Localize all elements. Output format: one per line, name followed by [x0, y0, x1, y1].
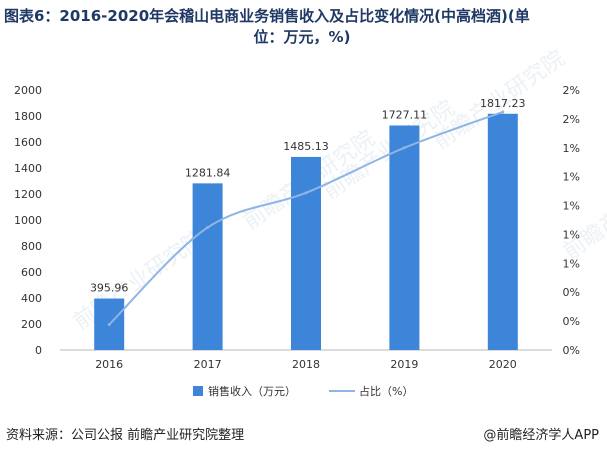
bar-value-label: 1817.23: [480, 97, 526, 110]
bar-2017: [192, 183, 223, 350]
line-point-2018: [304, 191, 308, 195]
left-axis-tick-label: 800: [21, 240, 42, 253]
bar-value-label: 1281.84: [185, 166, 231, 179]
left-axis-tick-label: 1200: [14, 188, 42, 201]
legend-label-revenue: 销售收入（万元）: [208, 384, 296, 398]
right-axis-tick-label: 2%: [563, 113, 580, 126]
right-axis-tick-label: 1%: [563, 171, 580, 184]
title-line-2: 位：万元，%): [253, 28, 351, 46]
left-axis-tick-label: 1600: [14, 136, 42, 149]
left-axis-tick-label: 0: [35, 344, 42, 357]
title-line-1: 图表6：2016-2020年会稽山电商业务销售收入及占比变化情况(中高档酒)(单: [4, 7, 530, 25]
x-tick-label: 2019: [390, 358, 418, 371]
legend-label-share: 占比（%）: [359, 384, 413, 398]
right-axis-tick-label: 1%: [563, 142, 580, 155]
right-axis-tick-label: 1%: [563, 228, 580, 241]
x-tick-label: 2017: [194, 358, 222, 371]
bar-2019: [389, 125, 420, 350]
x-tick-label: 2016: [95, 358, 123, 371]
left-axis-tick-label: 1000: [14, 214, 42, 227]
left-axis-tick-label: 2000: [14, 84, 42, 97]
brand-credit: @前瞻经济学人APP: [483, 428, 599, 443]
left-axis-tick-label: 600: [21, 266, 42, 279]
x-tick-label: 2020: [489, 358, 517, 371]
left-axis-tick-label: 1800: [14, 110, 42, 123]
bar-2018: [291, 156, 321, 350]
line-point-2016: [107, 323, 111, 327]
legend-swatch-bar: [193, 386, 203, 396]
right-axis-tick-label: 0%: [563, 344, 580, 357]
line-point-2019: [402, 146, 406, 150]
right-axis-tick-label: 2%: [563, 84, 580, 97]
right-axis-tick-label: 0%: [563, 315, 580, 328]
chart-title: 图表6：2016-2020年会稽山电商业务销售收入及占比变化情况(中高档酒)(单…: [4, 6, 600, 48]
bar-value-label: 1727.11: [382, 108, 428, 121]
right-axis-tick-label: 0%: [563, 286, 580, 299]
bar-2020: [487, 113, 518, 350]
left-axis-tick-label: 400: [21, 292, 42, 305]
line-point-2020: [501, 110, 505, 114]
left-axis-tick-label: 200: [21, 318, 42, 331]
x-tick-label: 2018: [292, 358, 320, 371]
right-axis-tick-label: 1%: [563, 200, 580, 213]
bar-value-label: 395.96: [90, 282, 129, 295]
bar-value-label: 1485.13: [283, 140, 329, 153]
line-point-2017: [206, 226, 210, 230]
left-axis-tick-label: 1400: [14, 162, 42, 175]
source-note: 资料来源：公司公报 前瞻产业研究院整理: [6, 428, 245, 443]
right-axis-tick-label: 1%: [563, 257, 580, 270]
